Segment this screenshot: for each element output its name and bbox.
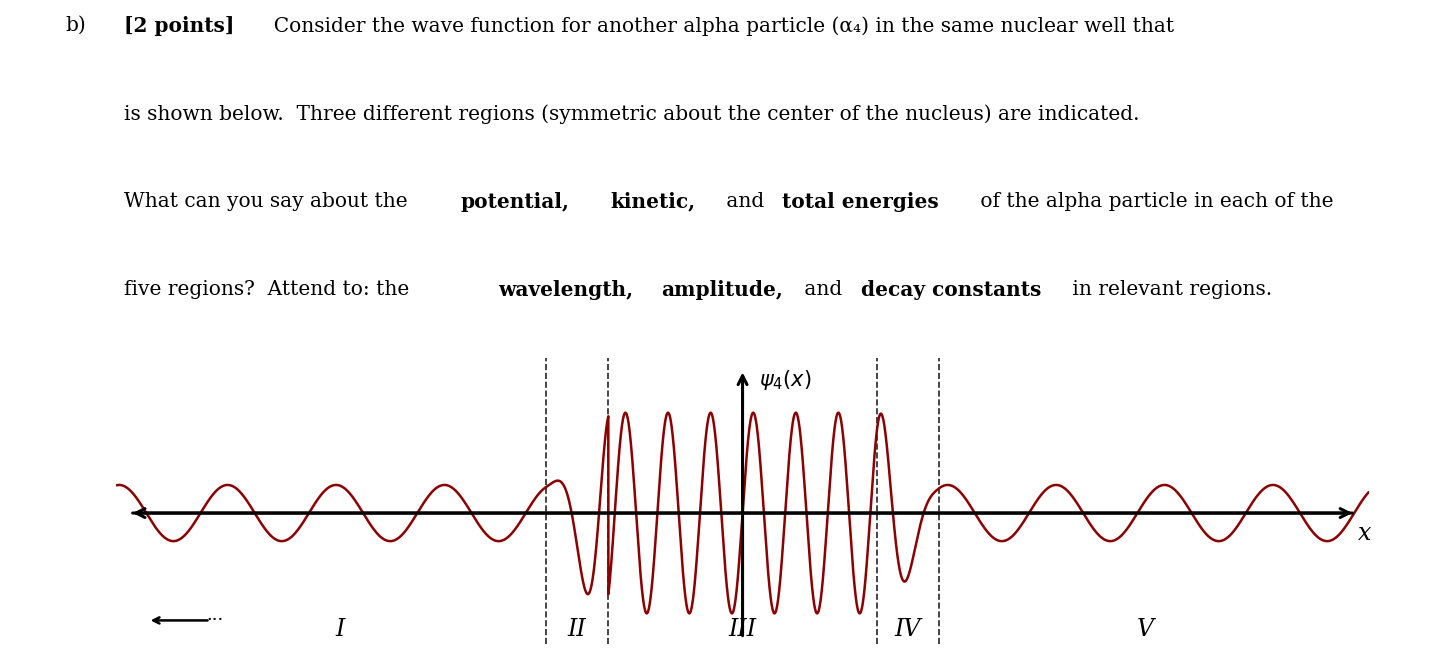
- Text: five regions?  Attend to: the: five regions? Attend to: the: [124, 280, 415, 298]
- Text: is shown below.  Three different regions (symmetric about the center of the nucl: is shown below. Three different regions …: [124, 104, 1139, 124]
- Text: IV: IV: [895, 618, 922, 642]
- Text: What can you say about the: What can you say about the: [124, 192, 414, 211]
- Text: and: and: [719, 192, 770, 211]
- Text: II: II: [568, 618, 587, 642]
- Text: and: and: [798, 280, 849, 298]
- Text: [2 points]: [2 points]: [124, 16, 234, 36]
- Text: b): b): [66, 16, 86, 35]
- Text: ···: ···: [205, 612, 223, 629]
- Text: V: V: [1137, 618, 1153, 642]
- Text: $\psi_4(x)$: $\psi_4(x)$: [759, 367, 811, 391]
- Text: Consider the wave function for another alpha particle (α₄) in the same nuclear w: Consider the wave function for another a…: [261, 16, 1174, 36]
- Text: potential,: potential,: [462, 192, 569, 212]
- Text: of the alpha particle in each of the: of the alpha particle in each of the: [974, 192, 1334, 211]
- Text: kinetic,: kinetic,: [610, 192, 696, 212]
- Text: in relevant regions.: in relevant regions.: [1066, 280, 1273, 298]
- Text: decay constants: decay constants: [860, 280, 1041, 300]
- Text: total energies: total energies: [782, 192, 939, 212]
- Text: III: III: [728, 618, 757, 642]
- Text: x: x: [1358, 522, 1372, 545]
- Text: amplitude,: amplitude,: [661, 280, 783, 300]
- Text: I: I: [335, 618, 345, 642]
- Text: wavelength,: wavelength,: [498, 280, 633, 300]
